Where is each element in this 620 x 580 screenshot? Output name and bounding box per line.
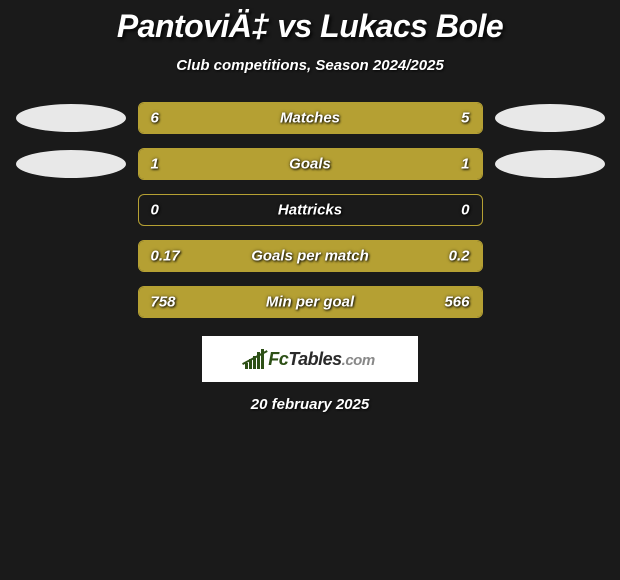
stat-row: 0 0 Hattricks <box>0 194 620 226</box>
date-label: 20 february 2025 <box>0 396 620 413</box>
stat-value-right: 566 <box>444 294 469 311</box>
stat-bar: 758 566 Min per goal <box>138 286 483 318</box>
stats-comparison-panel: PantoviÄ‡ vs Lukacs Bole Club competitio… <box>0 0 620 413</box>
chart-icon <box>245 349 264 369</box>
stat-label: Hattricks <box>278 202 342 219</box>
stat-rows-container: 6 5 Matches 1 1 Goals 0 0 Hattricks 0.17 0.2 Goals … <box>0 102 620 318</box>
stat-value-left: 1 <box>151 156 159 173</box>
stat-value-right: 0 <box>461 202 469 219</box>
stat-label: Matches <box>280 110 340 127</box>
stat-value-right: 5 <box>461 110 469 127</box>
stat-row: 6 5 Matches <box>0 102 620 134</box>
bar-fill-left <box>139 149 311 179</box>
player-oval-left <box>16 150 126 178</box>
player-oval-right <box>495 150 605 178</box>
stat-row: 0.17 0.2 Goals per match <box>0 240 620 272</box>
stat-value-left: 0 <box>151 202 159 219</box>
stat-value-right: 1 <box>461 156 469 173</box>
player-oval-right <box>495 104 605 132</box>
stat-row: 758 566 Min per goal <box>0 286 620 318</box>
stat-label: Min per goal <box>266 294 354 311</box>
page-subtitle: Club competitions, Season 2024/2025 <box>0 57 620 74</box>
stat-value-left: 0.17 <box>151 248 180 265</box>
stat-label: Goals per match <box>251 248 369 265</box>
bar-fill-right <box>310 149 482 179</box>
logo-text: FcTables.com <box>268 349 374 370</box>
stat-bar: 0.17 0.2 Goals per match <box>138 240 483 272</box>
stat-bar: 6 5 Matches <box>138 102 483 134</box>
stat-label: Goals <box>289 156 331 173</box>
stat-value-left: 6 <box>151 110 159 127</box>
page-title: PantoviÄ‡ vs Lukacs Bole <box>0 8 620 45</box>
stat-bar: 0 0 Hattricks <box>138 194 483 226</box>
bar-fill-right <box>325 103 481 133</box>
stat-value-left: 758 <box>151 294 176 311</box>
stat-bar: 1 1 Goals <box>138 148 483 180</box>
stat-row: 1 1 Goals <box>0 148 620 180</box>
logo-box: FcTables.com <box>202 336 418 382</box>
player-oval-left <box>16 104 126 132</box>
stat-value-right: 0.2 <box>449 248 470 265</box>
